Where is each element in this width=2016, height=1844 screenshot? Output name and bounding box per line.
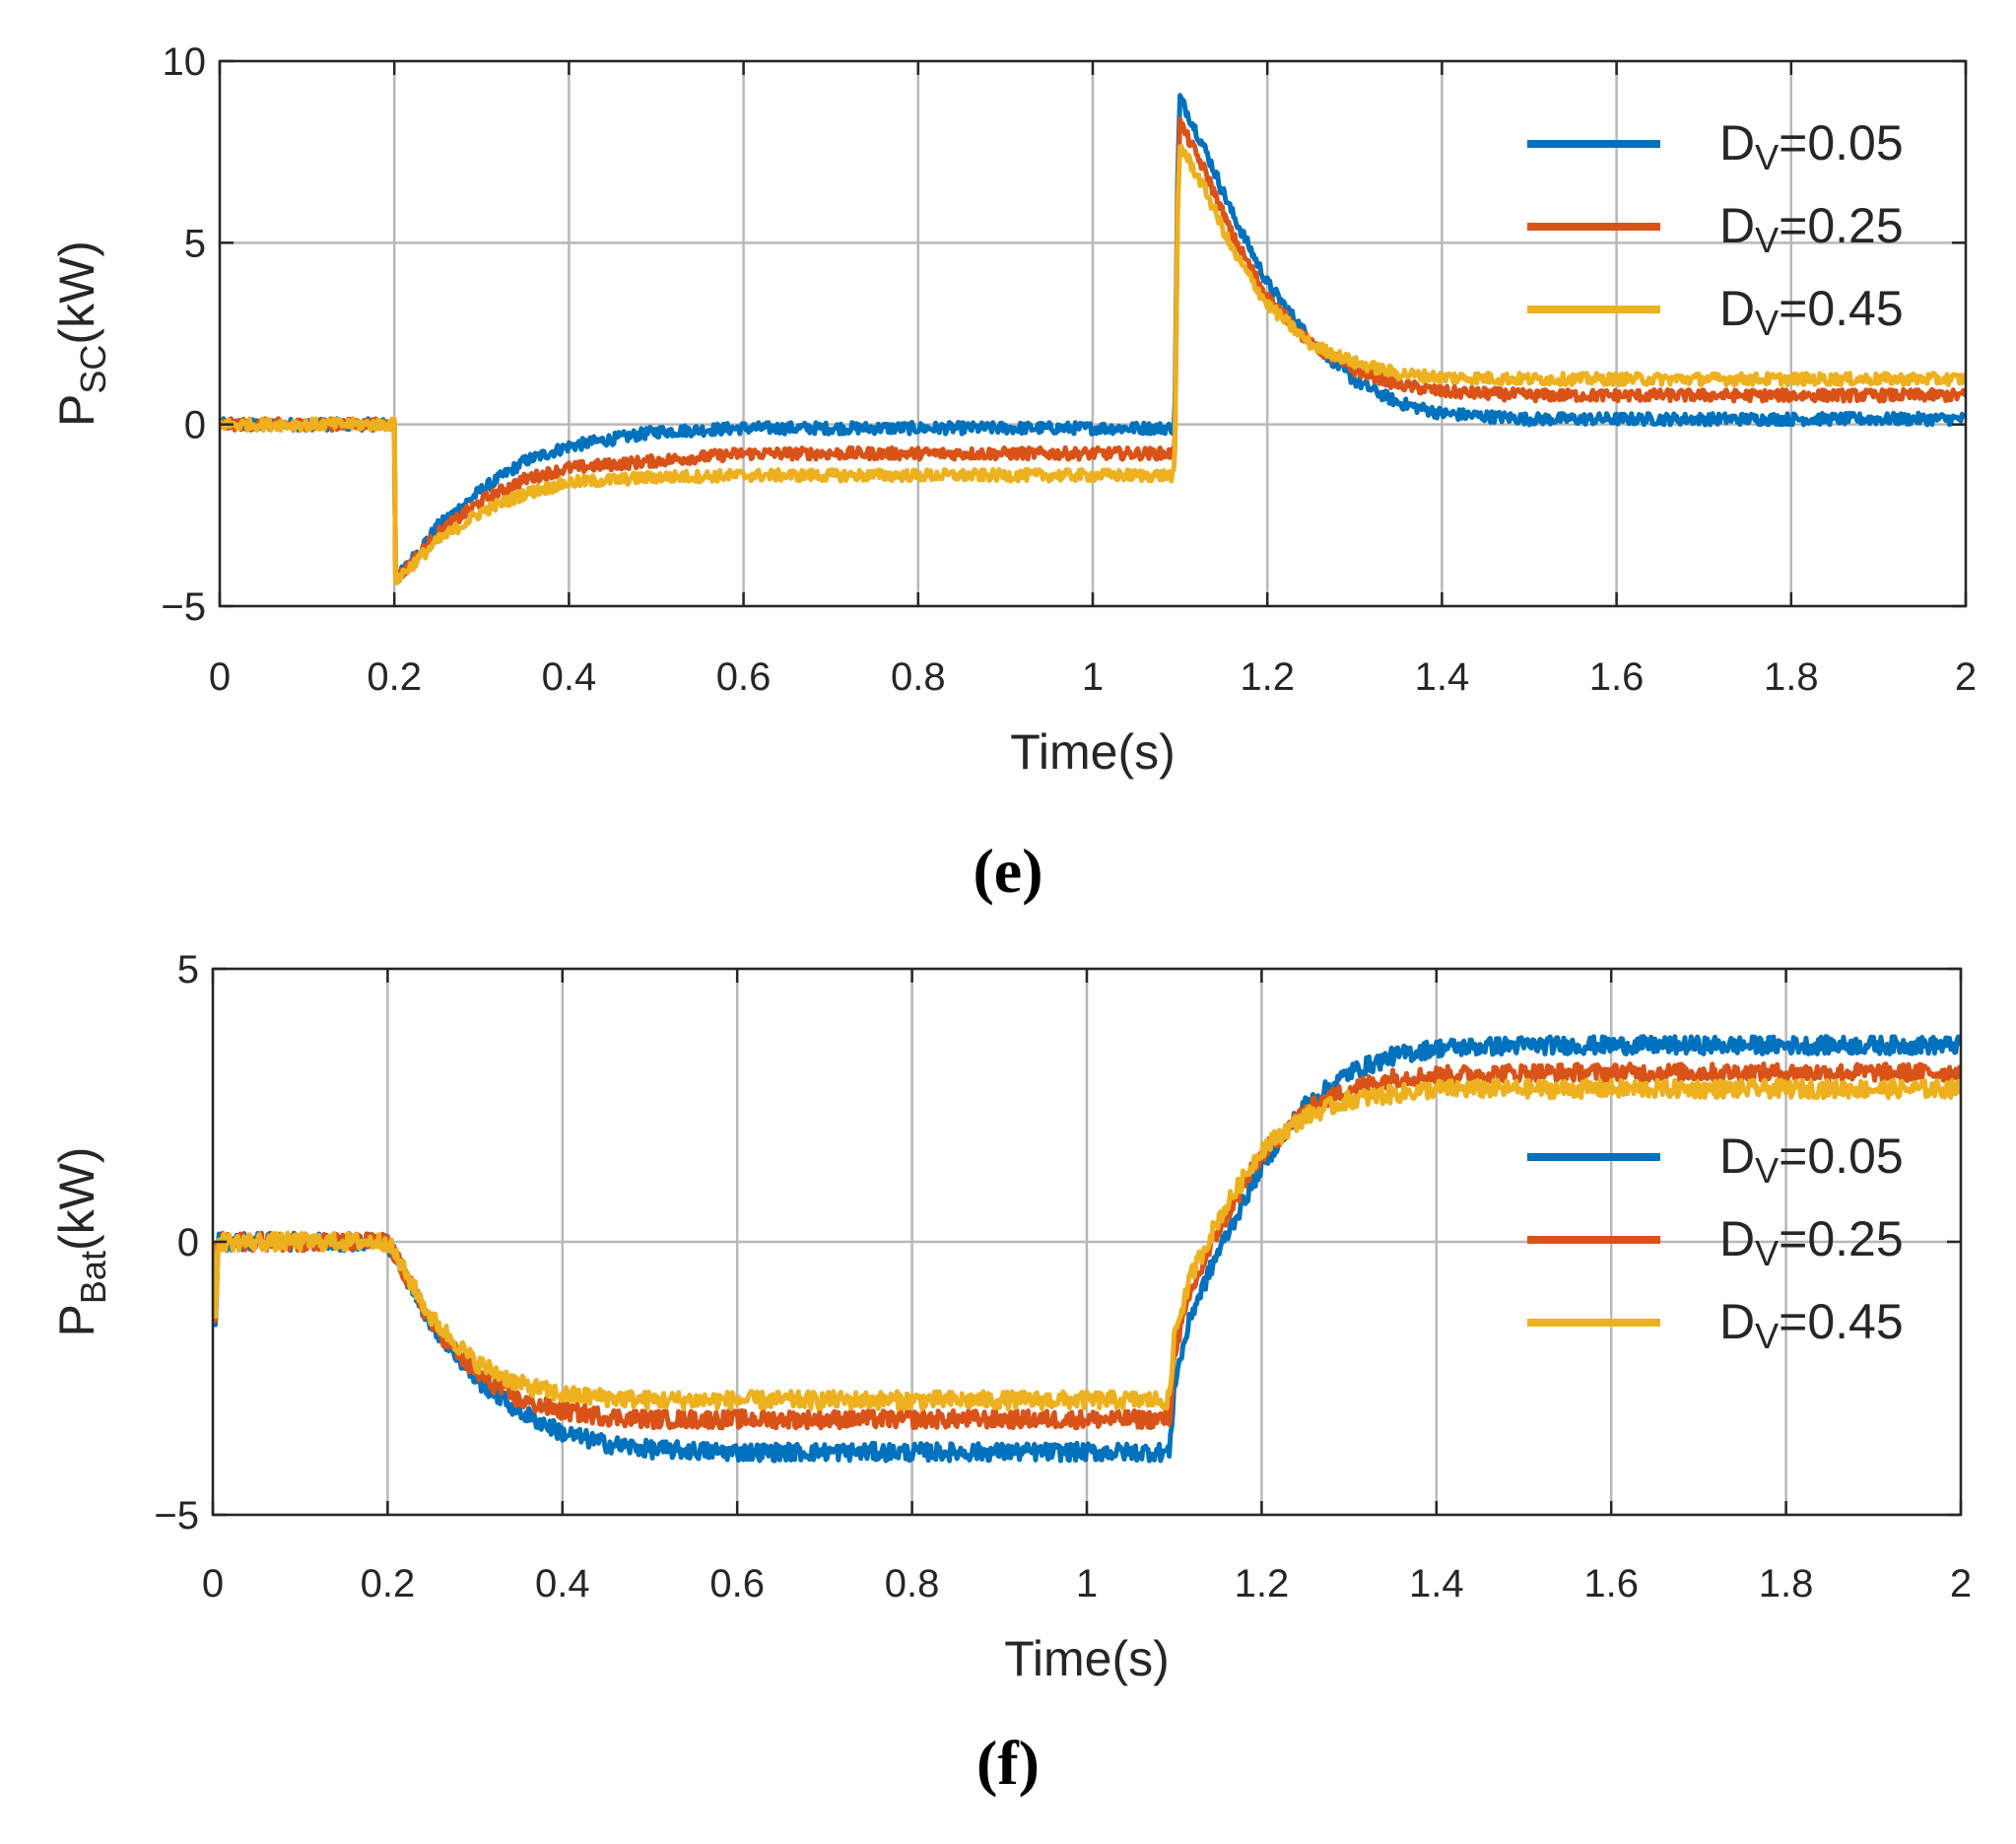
x-tick-label: 1.8 xyxy=(1759,1562,1814,1605)
x-tick-label: 1.6 xyxy=(1583,1562,1639,1605)
y-tick-label: 5 xyxy=(184,222,206,265)
series-line-dv-0.45 xyxy=(213,1077,1961,1411)
legend-label-value: =0.45 xyxy=(1779,1294,1904,1349)
legend-label-value: =0.05 xyxy=(1779,1128,1904,1184)
x-tick-label: 1 xyxy=(1082,655,1104,699)
x-tick-label: 1 xyxy=(1076,1562,1098,1605)
chart-panel-e: 0 0.2 0.4 0.6 0.8 1 1.2 1.4 1.6 1.8 2−50510Time(s)… xyxy=(49,40,1977,906)
y-axis-label: PBat(kW) xyxy=(49,1147,113,1337)
x-tick-label: 1.2 xyxy=(1240,655,1295,699)
x-axis-label: Time(s) xyxy=(1010,724,1176,780)
x-tick-label: 0 xyxy=(202,1562,224,1605)
legend-entry: DV=0.45 xyxy=(1719,281,1904,343)
y-axis-label-main: P xyxy=(49,1304,104,1336)
panel-label: (e) xyxy=(973,836,1042,906)
panel-label: (f) xyxy=(976,1728,1040,1798)
y-tick-label: −5 xyxy=(161,585,206,629)
series-line-dv-0.25 xyxy=(220,116,1966,583)
legend-label-sub: V xyxy=(1755,220,1779,260)
legend-label-sub: V xyxy=(1755,1316,1779,1356)
legend-label-main: D xyxy=(1719,115,1755,171)
legend-label-main: D xyxy=(1719,1294,1755,1349)
x-tick-label: 0.4 xyxy=(535,1562,590,1605)
series-line-dv-0.05 xyxy=(213,1034,1961,1464)
legend-label-value: =0.25 xyxy=(1779,198,1904,253)
x-tick-label: 0.8 xyxy=(891,655,946,699)
legend-label-value: =0.45 xyxy=(1779,281,1904,336)
legend-label-main: D xyxy=(1719,1128,1755,1184)
legend-label-sub: V xyxy=(1755,1233,1779,1273)
y-tick-label: 5 xyxy=(177,948,199,991)
legend-entry: DV=0.25 xyxy=(1719,1211,1904,1273)
y-axis-label: PSC(kW) xyxy=(49,240,113,427)
y-axis-label-main: P xyxy=(49,394,104,427)
legend-entry: DV=0.05 xyxy=(1719,1128,1904,1191)
legend-label-sub: V xyxy=(1755,303,1779,343)
x-tick-label: 1.2 xyxy=(1235,1562,1290,1605)
y-axis-label-unit: (kW) xyxy=(49,1147,104,1252)
x-tick-label: 0.2 xyxy=(361,1562,416,1605)
legend-label-main: D xyxy=(1719,281,1755,336)
legend-label-sub: V xyxy=(1755,137,1779,177)
legend-label-main: D xyxy=(1719,1211,1755,1266)
legend-label-value: =0.05 xyxy=(1779,115,1904,171)
y-tick-label: 10 xyxy=(163,40,207,84)
x-tick-label: 0.6 xyxy=(709,1562,765,1605)
series-line-dv-0.45 xyxy=(220,144,1966,585)
x-tick-label: 1.4 xyxy=(1409,1562,1464,1605)
series-line-dv-0.05 xyxy=(220,93,1966,584)
chart-panel-f: 0 0.2 0.4 0.6 0.8 1 1.2 1.4 1.6 1.8 2−505Time(s)PB… xyxy=(49,948,1972,1798)
legend-label-sub: V xyxy=(1755,1150,1779,1191)
x-tick-label: 2 xyxy=(1950,1562,1972,1605)
x-tick-label: 0.8 xyxy=(885,1562,940,1605)
y-tick-label: 0 xyxy=(177,1221,199,1264)
y-tick-label: 0 xyxy=(184,404,206,447)
x-tick-label: 1.8 xyxy=(1764,655,1819,699)
x-tick-label: 2 xyxy=(1955,655,1977,699)
x-tick-label: 0.6 xyxy=(716,655,772,699)
x-tick-label: 0.4 xyxy=(542,655,597,699)
x-axis-label: Time(s) xyxy=(1004,1631,1170,1686)
x-tick-label: 0 xyxy=(209,655,231,699)
y-axis-label-sub: Bat xyxy=(73,1251,113,1304)
legend-label-value: =0.25 xyxy=(1779,1211,1904,1266)
legend-label-main: D xyxy=(1719,198,1755,253)
y-tick-label: −5 xyxy=(154,1494,199,1537)
legend-entry: DV=0.05 xyxy=(1719,115,1904,177)
legend-entry: DV=0.25 xyxy=(1719,198,1904,260)
y-axis-label-unit: (kW) xyxy=(49,240,104,345)
x-tick-label: 1.4 xyxy=(1415,655,1470,699)
x-tick-label: 1.6 xyxy=(1589,655,1645,699)
legend-entry: DV=0.45 xyxy=(1719,1294,1904,1356)
x-tick-label: 0.2 xyxy=(367,655,422,699)
y-axis-label-sub: SC xyxy=(73,345,113,394)
